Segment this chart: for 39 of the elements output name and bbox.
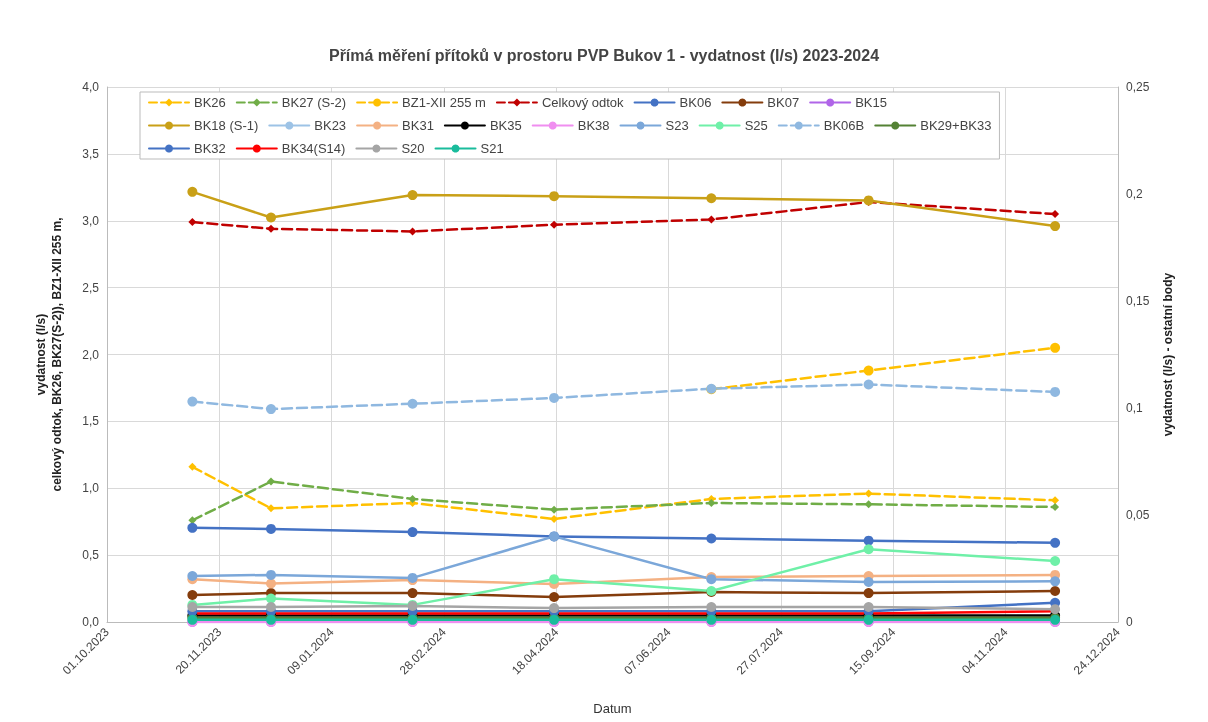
legend-label: BK32 — [194, 141, 226, 156]
legend-label: BK23 — [314, 118, 347, 133]
legend-label: S23 — [665, 118, 689, 133]
legend-label: BK35 — [489, 118, 522, 133]
y-tick-label: 0,5 — [82, 548, 100, 563]
legend-label: BK15 — [855, 95, 887, 110]
y2-tick-label: 0,15 — [1126, 294, 1150, 308]
legend-label: BK07 — [767, 95, 800, 110]
chart-title: Přímá měření přítoků v prostoru PVP Bukov 1 - vydatnost (l/s) 2023-2024 — [328, 46, 880, 64]
legend-label: BK18 (S-1) — [194, 118, 259, 133]
legend-label: S25 — [744, 118, 768, 133]
legend-label: S20 — [401, 141, 425, 156]
y-tick-label: 1,0 — [82, 481, 100, 496]
y-axis-title: vydatnost (l/s) celkový odtok, BK26, BK27(S-2)), BZ1-XII 255 m, — [34, 217, 64, 492]
y2-axis-title: vydatnost (l/s) - ostatní body — [1161, 272, 1176, 437]
y2-tick-label: 0 — [1126, 615, 1133, 629]
y2-tick-label: 0,25 — [1126, 80, 1150, 94]
legend-label: BZ1-XII 255 m — [402, 95, 486, 110]
y2-tick-label: 0,05 — [1126, 508, 1150, 522]
legend-label: BK38 — [577, 118, 610, 133]
legend-label: BK26 — [194, 95, 226, 110]
legend-label: BK27 (S-2) — [281, 95, 347, 110]
y-tick-label: 1,5 — [82, 414, 100, 429]
legend-label: BK06B — [823, 118, 865, 133]
legend-label: BK06 — [679, 95, 712, 110]
y-tick-label: 4,0 — [82, 80, 100, 94]
legend-label: BK29+BK33 — [920, 118, 992, 133]
y-tick-label: 0,0 — [82, 615, 100, 629]
y-tick-label: 3,0 — [82, 213, 100, 228]
y-tick-label: 2,5 — [82, 280, 100, 295]
legend-label: S21 — [480, 141, 504, 156]
legend-label: BK34(S14) — [281, 141, 346, 156]
x-axis-title: Datum — [593, 701, 632, 716]
legend-label: BK31 — [402, 118, 434, 133]
y2-tick-label: 0,1 — [1126, 401, 1144, 415]
legend-label: Celkový odtok — [541, 95, 625, 110]
y-tick-label: 2,0 — [82, 347, 100, 362]
y2-tick-label: 0,2 — [1126, 187, 1144, 201]
y-tick-label: 3,5 — [82, 146, 100, 161]
